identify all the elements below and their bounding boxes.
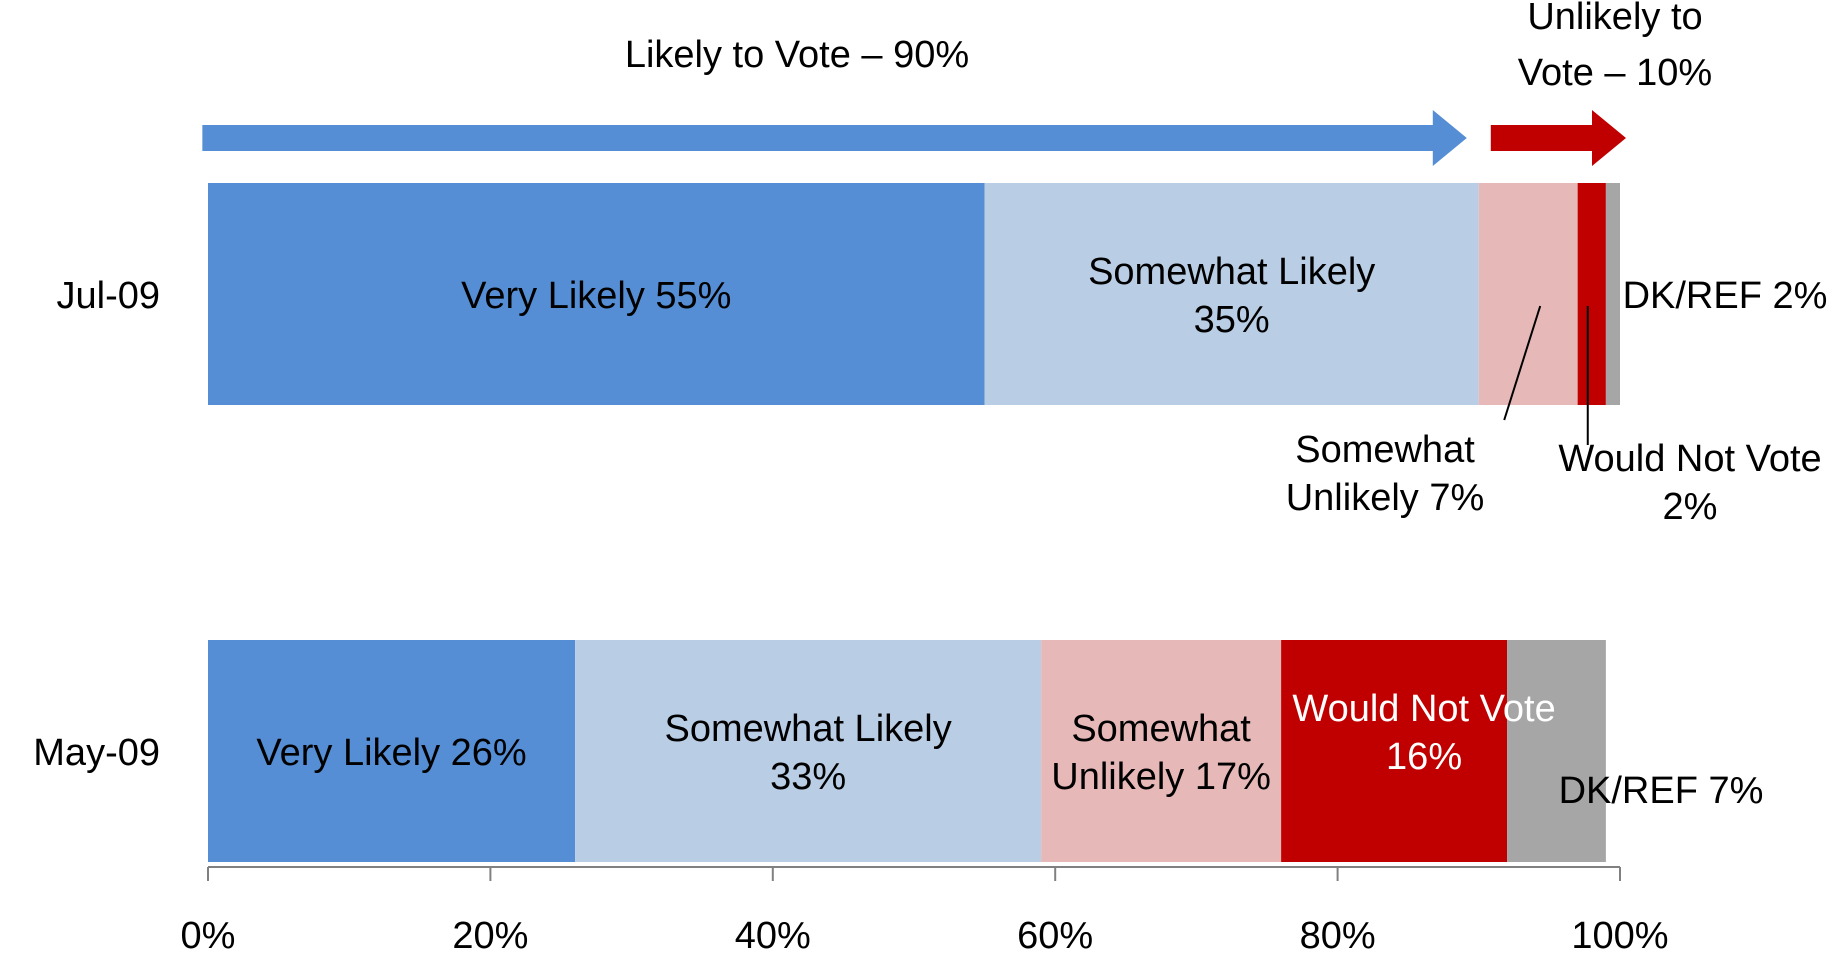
data-label-very-likely-may-09: Very Likely 26% bbox=[256, 732, 526, 774]
x-tick-label: 60% bbox=[1017, 915, 1093, 957]
unlikely-to-vote-label: Unlikely to Vote – 10% bbox=[1518, 0, 1712, 94]
bar-segment-somewhat-likely-jul-09 bbox=[984, 183, 1479, 405]
likely-to-vote-arrow bbox=[202, 110, 1467, 166]
data-label-would-not-vote-may-09: Would Not Vote 16% bbox=[1292, 688, 1555, 778]
x-tick-label: 0% bbox=[181, 915, 236, 957]
bar-segment-would-not-vote-jul-09 bbox=[1577, 183, 1606, 405]
leader-line-somewhat-unlikely bbox=[1503, 305, 1542, 421]
unlikely-to-vote-arrow bbox=[1490, 110, 1626, 166]
data-label-would-not-vote-jul-09: Would Not Vote 2% bbox=[1558, 438, 1821, 528]
bar-segment-somewhat-likely-may-09 bbox=[575, 640, 1042, 862]
x-tick-label: 100% bbox=[1571, 915, 1668, 957]
category-label-jul-09: Jul-09 bbox=[57, 275, 161, 317]
bar-segment-very-likely-jul-09 bbox=[208, 183, 985, 405]
x-tick-label: 20% bbox=[452, 915, 528, 957]
category-label-may-09: May-09 bbox=[33, 732, 160, 774]
data-label-somewhat-likely-may-09: Somewhat Likely 33% bbox=[664, 708, 951, 798]
bar-segment-would-not-vote-may-09 bbox=[1281, 640, 1508, 862]
likely-to-vote-label: Likely to Vote – 90% bbox=[625, 34, 969, 76]
bar-segment-somewhat-unlikely-jul-09 bbox=[1478, 183, 1578, 405]
data-label-dk-ref-jul-09: DK/REF 2% bbox=[1623, 275, 1828, 317]
bar-segment-very-likely-may-09 bbox=[208, 640, 576, 862]
data-label-somewhat-unlikely-may-09: Somewhat Unlikely 17% bbox=[1051, 708, 1271, 798]
data-label-dk-ref-may-09: DK/REF 7% bbox=[1559, 770, 1764, 812]
bar-segment-dk-ref-may-09 bbox=[1507, 640, 1606, 862]
x-tick-label: 40% bbox=[735, 915, 811, 957]
data-label-somewhat-unlikely-jul-09: Somewhat Unlikely 7% bbox=[1286, 429, 1485, 519]
x-tick-label: 80% bbox=[1300, 915, 1376, 957]
data-label-somewhat-likely-jul-09: Somewhat Likely 35% bbox=[1088, 251, 1375, 341]
bar-segment-dk-ref-jul-09 bbox=[1605, 183, 1620, 405]
data-label-very-likely-jul-09: Very Likely 55% bbox=[461, 275, 731, 317]
bar-segment-somewhat-unlikely-may-09 bbox=[1041, 640, 1282, 862]
